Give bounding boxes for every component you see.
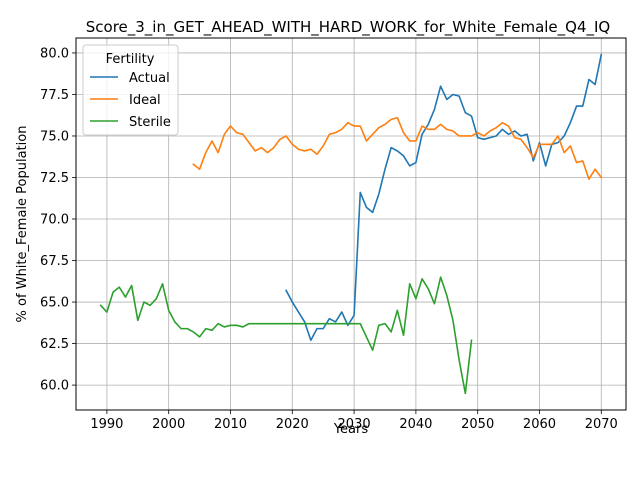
series-line-actual — [285, 53, 603, 342]
x-tick-label: 2040 — [399, 417, 432, 432]
y-tick-label: 72.5 — [40, 171, 69, 186]
legend-box — [82, 44, 179, 136]
legend: Fertility Actual Ideal Sterile — [82, 44, 179, 136]
x-tick-label: 2010 — [214, 417, 247, 432]
y-tick-label: 62.5 — [40, 337, 69, 352]
legend-label-sterile: Sterile — [129, 115, 171, 130]
y-tick-label: 65.0 — [40, 296, 69, 311]
x-tick-label: 2000 — [152, 417, 185, 432]
x-tick-label: 2060 — [523, 417, 556, 432]
x-tick-label: 2020 — [276, 417, 309, 432]
x-axis-ticks: 1990 2000 2010 2020 2030 2040 2050 2060 2070 — [90, 410, 618, 432]
y-axis-ticks: 60.0 62.5 65.0 67.5 70.0 72.5 75.0 77.5 80.0 — [40, 46, 76, 394]
legend-title: Fertility — [106, 52, 155, 67]
legend-items: Actual Ideal Sterile — [90, 71, 171, 130]
x-tick-label: 2050 — [461, 417, 494, 432]
x-tick-label: 1990 — [90, 417, 123, 432]
series-line-ideal — [192, 116, 603, 180]
y-tick-label: 70.0 — [40, 213, 69, 228]
y-tick-label: 60.0 — [40, 379, 69, 394]
x-axis-title: Years — [333, 422, 369, 437]
legend-label-ideal: Ideal — [129, 93, 161, 108]
chart-title: Score_3_in_GET_AHEAD_WITH_HARD_WORK_for_… — [86, 18, 611, 37]
x-tick-label: 2030 — [338, 417, 371, 432]
plot-frame — [75, 37, 627, 411]
series-lines — [99, 53, 603, 395]
y-tick-label: 77.5 — [40, 88, 69, 103]
y-tick-label: 67.5 — [40, 254, 69, 269]
legend-label-actual: Actual — [129, 71, 170, 86]
grid — [76, 38, 626, 410]
y-tick-label: 80.0 — [40, 46, 69, 61]
series-line-sterile — [99, 276, 473, 395]
y-tick-label: 75.0 — [40, 129, 69, 144]
x-tick-label: 2070 — [585, 417, 618, 432]
y-axis-title: % of White_Female Population — [15, 126, 30, 323]
